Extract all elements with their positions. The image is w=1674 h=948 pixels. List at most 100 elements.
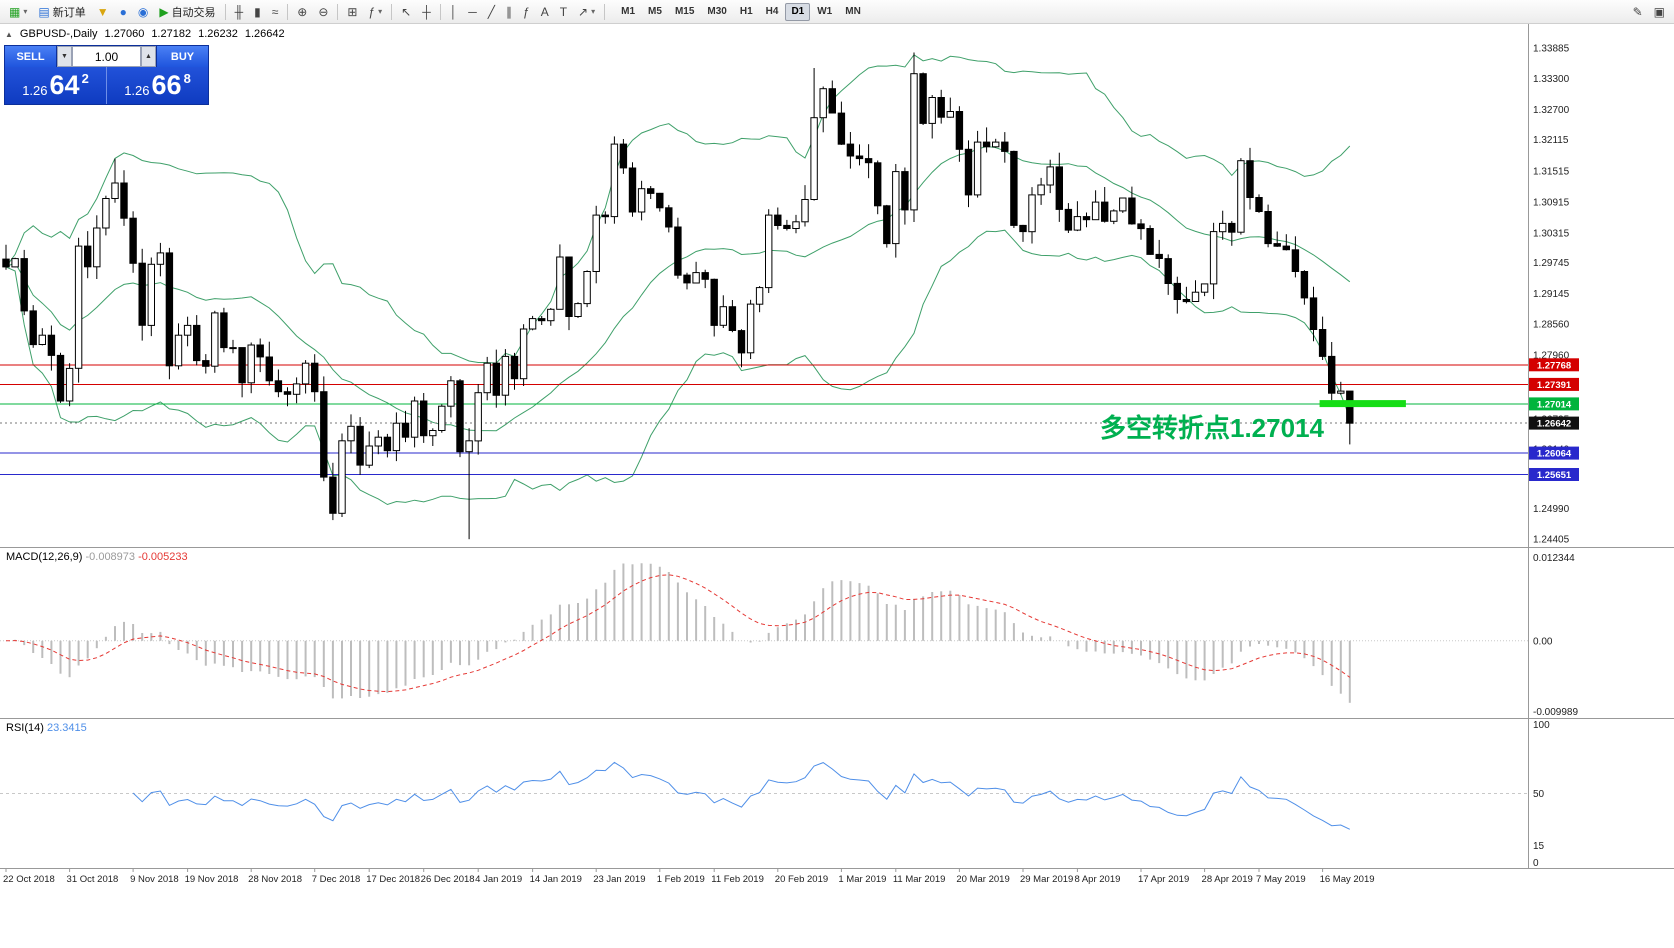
macd-layer xyxy=(0,563,1528,703)
svg-text:1.27960: 1.27960 xyxy=(1533,350,1570,361)
timeframe-button-d1[interactable]: D1 xyxy=(785,2,811,21)
arrows-tool-button[interactable]: ↗ ▾ xyxy=(573,2,600,22)
svg-text:1.27391: 1.27391 xyxy=(1537,380,1572,391)
label-tool-icon: T xyxy=(559,4,568,19)
rsi-layer xyxy=(0,761,1528,830)
fibonacci-button[interactable]: ƒ xyxy=(518,2,535,22)
bar-chart-button[interactable]: ╫ xyxy=(230,2,249,22)
zoom-out-button[interactable]: ⊖ xyxy=(313,2,333,22)
macd-indicator-label: MACD(12,26,9) -0.008973 -0.005233 xyxy=(6,551,188,563)
new-chart-button[interactable]: ▦ ▾ xyxy=(4,2,32,22)
profile-button[interactable]: ● xyxy=(115,2,132,22)
annotation-text[interactable]: 多空转折点1.27014 xyxy=(1100,413,1324,443)
timeframe-button-h1[interactable]: H1 xyxy=(734,3,759,21)
macd-main-value: -0.008973 xyxy=(85,551,136,563)
svg-text:1.30915: 1.30915 xyxy=(1533,197,1570,208)
svg-text:1 Mar 2019: 1 Mar 2019 xyxy=(838,874,886,885)
horizontal-line-icon: ─ xyxy=(468,4,477,19)
indicators-icon: ƒ xyxy=(368,4,376,19)
svg-text:1.33300: 1.33300 xyxy=(1533,74,1570,85)
zoom-in-icon: ⊕ xyxy=(297,4,308,19)
label-tool-button[interactable]: T xyxy=(555,2,572,22)
svg-text:1.28560: 1.28560 xyxy=(1533,319,1570,330)
text-tool-button[interactable]: A xyxy=(536,2,554,22)
grid-icon: ▣ xyxy=(1653,4,1665,19)
turning-point-highlight[interactable] xyxy=(1319,400,1406,408)
svg-text:1.27768: 1.27768 xyxy=(1537,360,1571,371)
svg-text:20 Mar 2019: 20 Mar 2019 xyxy=(956,874,1009,885)
svg-text:1.30315: 1.30315 xyxy=(1533,228,1570,239)
rsi-name: RSI(14) xyxy=(6,722,44,734)
timeframe-button-m1[interactable]: M1 xyxy=(615,3,641,21)
timeframe-button-w1[interactable]: W1 xyxy=(811,3,838,21)
buy-button[interactable]: BUY xyxy=(156,46,208,67)
macd-name: MACD(12,26,9) xyxy=(6,551,83,563)
svg-text:1 Feb 2019: 1 Feb 2019 xyxy=(657,874,705,885)
candlestick-icon: ▮ xyxy=(254,4,261,19)
new-order-label: 新订单 xyxy=(52,6,86,19)
symbol-header: ▲ GBPUSD-,Daily 1.27060 1.27182 1.26232 … xyxy=(5,28,285,40)
grid-button[interactable]: ▣ xyxy=(1649,2,1670,22)
autotrade-label: 自动交易 xyxy=(171,6,216,19)
volume-up-button[interactable]: ▲ xyxy=(141,46,156,67)
svg-text:1.32700: 1.32700 xyxy=(1533,105,1570,116)
toolbar-separator xyxy=(604,3,606,20)
sell-price-pipette: 2 xyxy=(81,71,89,86)
timeframe-button-m15[interactable]: M15 xyxy=(669,3,700,21)
svg-text:1.33885: 1.33885 xyxy=(1533,44,1570,55)
rsi-value: 23.3415 xyxy=(46,722,87,734)
volume-down-button[interactable]: ▼ xyxy=(57,46,72,67)
crosshair-button[interactable]: ┼ xyxy=(417,2,436,22)
tile-windows-button[interactable]: ⊞ xyxy=(342,2,362,22)
funnel-button[interactable]: ▼ xyxy=(92,2,114,22)
indicators-button[interactable]: ƒ ▾ xyxy=(363,2,387,22)
new-chart-icon: ▦ xyxy=(9,4,21,19)
sell-button[interactable]: SELL xyxy=(5,46,57,67)
svg-text:7 May 2019: 7 May 2019 xyxy=(1256,874,1306,885)
svg-text:17 Apr 2019: 17 Apr 2019 xyxy=(1138,874,1189,885)
line-chart-button[interactable]: ≈ xyxy=(267,2,284,22)
svg-text:0.00: 0.00 xyxy=(1533,636,1553,647)
svg-text:1.29745: 1.29745 xyxy=(1533,258,1570,269)
svg-text:16 May 2019: 16 May 2019 xyxy=(1320,874,1375,885)
timeframe-button-mn[interactable]: MN xyxy=(839,3,867,21)
ohlc-close: 1.26642 xyxy=(244,28,285,40)
svg-text:11 Mar 2019: 11 Mar 2019 xyxy=(893,874,946,885)
new-order-button[interactable]: ▤ 新订单 xyxy=(33,2,90,22)
svg-text:1.27014: 1.27014 xyxy=(1537,399,1572,410)
candlestick-button[interactable]: ▮ xyxy=(249,2,266,22)
macd-axis: 0.012344 0.00 -0.009989 xyxy=(1533,553,1578,718)
svg-text:1.26642: 1.26642 xyxy=(1537,419,1571,430)
autotrade-button[interactable]: ▶ 自动交易 xyxy=(154,2,220,22)
buy-price[interactable]: 1.26 66 8 xyxy=(107,67,208,104)
svg-text:14 Jan 2019: 14 Jan 2019 xyxy=(530,874,582,885)
timeframe-button-h4[interactable]: H4 xyxy=(760,3,785,21)
zoom-in-button[interactable]: ⊕ xyxy=(292,2,312,22)
channel-button[interactable]: ∥ xyxy=(501,2,517,22)
timeframe-button-m30[interactable]: M30 xyxy=(701,3,732,21)
pane-separators xyxy=(0,24,1674,869)
sync-icon: ◉ xyxy=(137,4,149,19)
volume-input[interactable]: 1.00 xyxy=(72,46,141,67)
trendline-button[interactable]: ╱ xyxy=(483,2,500,22)
rsi-axis: 100 50 15 0 xyxy=(1533,720,1550,869)
vertical-line-button[interactable]: │ xyxy=(445,2,463,22)
buy-price-main: 66 xyxy=(151,70,182,100)
sync-button[interactable]: ◉ xyxy=(133,2,153,22)
svg-text:-0.009989: -0.009989 xyxy=(1533,707,1578,718)
price-labels: 1.27768 1.27391 1.27014 1.26064 1.25651 1.266… xyxy=(1529,358,1579,481)
trendline-icon: ╱ xyxy=(487,4,495,19)
collapse-icon[interactable]: ▲ xyxy=(5,29,13,39)
timeframe-button-m5[interactable]: M5 xyxy=(642,3,668,21)
edit-button[interactable]: ✎ xyxy=(1628,2,1648,22)
toolbar-separator xyxy=(439,3,441,20)
sell-price[interactable]: 1.26 64 2 xyxy=(5,67,107,104)
chevron-down-icon: ▾ xyxy=(591,7,596,16)
cursor-button[interactable]: ↖ xyxy=(396,2,416,22)
horizontal-line-button[interactable]: ─ xyxy=(463,2,482,22)
svg-text:17 Dec 2018: 17 Dec 2018 xyxy=(366,874,420,885)
main-toolbar: ▦ ▾ ▤ 新订单 ▼ ● ◉ ▶ 自动交易 ╫ ▮ ≈ ⊕ ⊖ ⊞ ƒ ▾ ↖… xyxy=(0,0,1674,24)
ohlc-open: 1.27060 xyxy=(104,28,145,40)
svg-text:19 Nov 2018: 19 Nov 2018 xyxy=(185,874,239,885)
